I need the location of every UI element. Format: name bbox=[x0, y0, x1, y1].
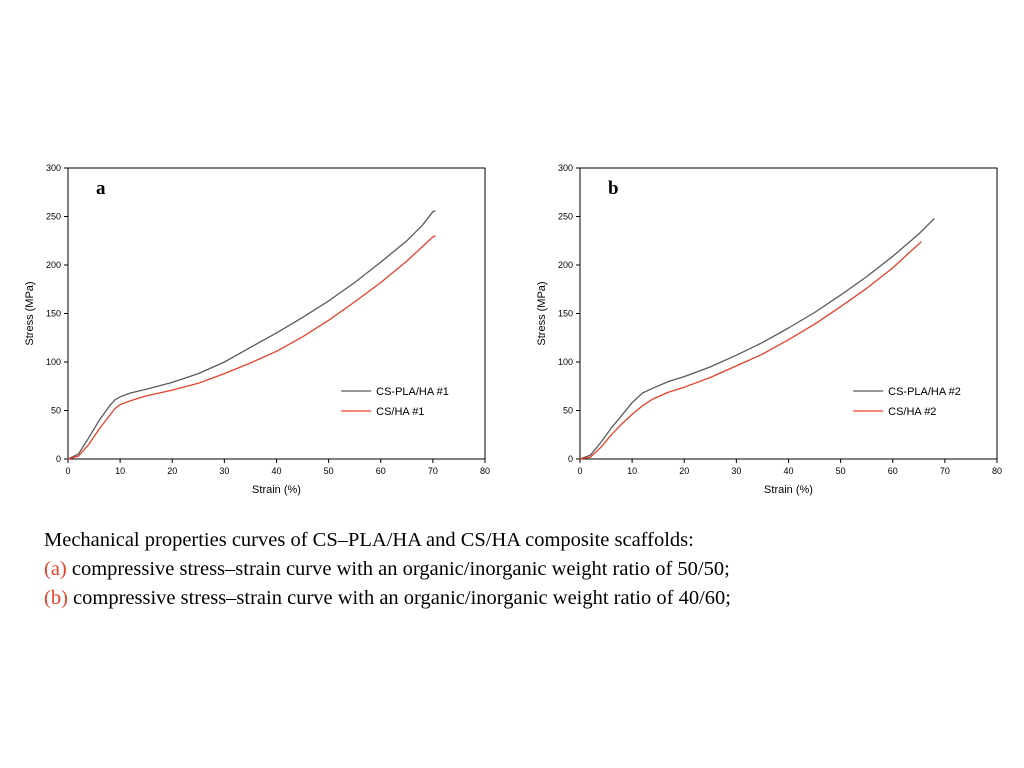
y-tick-label: 100 bbox=[46, 357, 61, 367]
x-tick-label: 10 bbox=[627, 466, 637, 476]
x-tick-label: 30 bbox=[731, 466, 741, 476]
x-tick-label: 80 bbox=[480, 466, 490, 476]
x-tick-label: 80 bbox=[992, 466, 1002, 476]
caption-line-1: Mechanical properties curves of CS–PLA/H… bbox=[44, 529, 694, 551]
x-axis-title: Strain (%) bbox=[764, 484, 813, 496]
y-tick-label: 150 bbox=[558, 309, 573, 319]
caption-line-3: (b) compressive stress–strain curve with… bbox=[44, 584, 1004, 613]
legend-label-1: CS-PLA/HA #1 bbox=[376, 386, 449, 398]
series-line-2 bbox=[579, 241, 922, 460]
x-tick-label: 0 bbox=[577, 466, 582, 476]
y-tick-label: 300 bbox=[558, 163, 573, 173]
x-tick-label: 10 bbox=[115, 466, 125, 476]
x-tick-label: 70 bbox=[428, 466, 438, 476]
x-tick-label: 70 bbox=[940, 466, 950, 476]
caption-text-a: compressive stress–strain curve with an … bbox=[66, 558, 730, 580]
x-tick-label: 60 bbox=[376, 466, 386, 476]
chart-a-svg: 0 10 20 30 40 50 60 70 80 0 50 100 150 200 250 300 Strai… bbox=[24, 163, 490, 496]
y-tick-label: 0 bbox=[56, 454, 61, 464]
x-tick-label: 30 bbox=[219, 466, 229, 476]
panel-letter: a bbox=[96, 178, 106, 199]
y-axis-title: Stress (MPa) bbox=[24, 281, 36, 345]
y-tick-label: 150 bbox=[46, 309, 61, 319]
x-tick-label: 20 bbox=[679, 466, 689, 476]
x-tick-label: 40 bbox=[271, 466, 281, 476]
y-tick-label: 250 bbox=[558, 212, 573, 222]
caption-line-2: (a) compressive stress–strain curve with… bbox=[44, 555, 1004, 584]
series-line-2 bbox=[67, 235, 436, 460]
y-tick-label: 300 bbox=[46, 163, 61, 173]
legend-label-2: CS/HA #2 bbox=[888, 406, 936, 418]
y-tick-label: 100 bbox=[558, 357, 573, 367]
chart-b-svg: 0 10 20 30 40 50 60 70 80 0 50 100 150 200 250 300 Strai… bbox=[536, 163, 1002, 496]
y-tick-label: 200 bbox=[46, 260, 61, 270]
x-axis-title: Strain (%) bbox=[252, 484, 301, 496]
x-tick-label: 50 bbox=[324, 466, 334, 476]
y-tick-label: 0 bbox=[568, 454, 573, 464]
x-tick-label: 50 bbox=[836, 466, 846, 476]
x-tick-label: 20 bbox=[167, 466, 177, 476]
chart-panel-a: 0 10 20 30 40 50 60 70 80 0 50 100 150 200 250 300 Strai… bbox=[16, 158, 500, 500]
caption-text-b: compressive stress–strain curve with an … bbox=[67, 587, 731, 609]
series-line-1 bbox=[579, 217, 935, 460]
caption-marker-b: (b) bbox=[44, 587, 68, 609]
x-tick-label: 0 bbox=[65, 466, 70, 476]
caption-marker-a: (a) bbox=[44, 558, 67, 580]
x-tick-label: 60 bbox=[888, 466, 898, 476]
figure-caption: Mechanical properties curves of CS–PLA/H… bbox=[44, 526, 1004, 613]
y-tick-label: 50 bbox=[563, 406, 573, 416]
legend-label-2: CS/HA #1 bbox=[376, 406, 424, 418]
y-tick-label: 250 bbox=[46, 212, 61, 222]
legend-label-1: CS-PLA/HA #2 bbox=[888, 386, 961, 398]
series-line-1 bbox=[67, 210, 436, 460]
chart-panel-b: 0 10 20 30 40 50 60 70 80 0 50 100 150 200 250 300 Strai… bbox=[528, 158, 1012, 500]
x-tick-label: 40 bbox=[783, 466, 793, 476]
y-axis-title: Stress (MPa) bbox=[536, 281, 548, 345]
y-tick-label: 50 bbox=[51, 406, 61, 416]
panel-letter: b bbox=[608, 178, 619, 199]
y-tick-label: 200 bbox=[558, 260, 573, 270]
